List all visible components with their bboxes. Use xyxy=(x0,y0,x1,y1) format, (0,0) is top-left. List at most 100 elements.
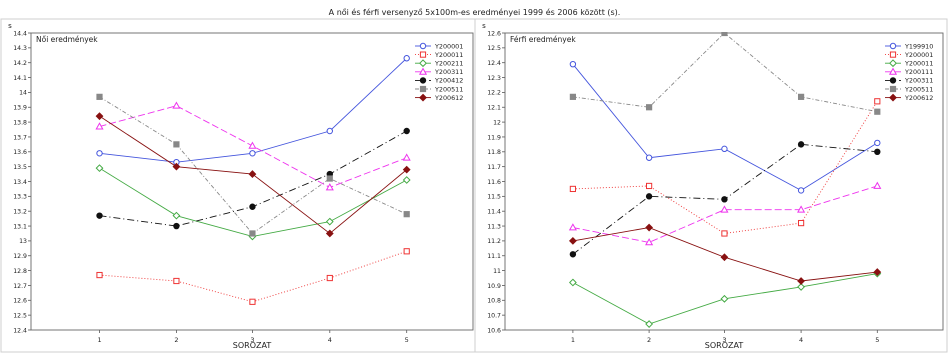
legend-marker xyxy=(889,93,897,102)
data-point xyxy=(402,165,411,174)
legend-label: Y200111 xyxy=(904,68,933,76)
legend-label: Y200011 xyxy=(904,60,933,68)
y-tick-label: 13.4 xyxy=(13,179,27,186)
y-tick-label: 12.5 xyxy=(487,45,501,52)
y-tick-label: 12.2 xyxy=(487,90,501,97)
y-tick-label: 12.3 xyxy=(487,75,501,82)
data-point xyxy=(249,230,256,237)
data-point xyxy=(173,277,180,285)
data-point xyxy=(721,32,728,37)
series-Y200011 xyxy=(568,269,882,328)
y-tick-label: 12.7 xyxy=(13,283,27,290)
y-axis-label: s xyxy=(482,22,486,30)
series-Y200111 xyxy=(568,181,882,246)
series-Y200001 xyxy=(569,98,881,237)
y-tick-label: 13.3 xyxy=(13,194,27,201)
y-tick-label: 10.8 xyxy=(487,298,501,305)
x-tick-label: 4 xyxy=(328,336,332,344)
panel-frame xyxy=(474,18,948,353)
y-axis-label: s xyxy=(8,22,12,30)
legend-marker xyxy=(418,67,428,75)
series-line-Y200111 xyxy=(572,185,878,243)
legend-label: Y200001 xyxy=(904,51,933,59)
data-point xyxy=(568,236,577,245)
data-point xyxy=(874,98,881,105)
data-point xyxy=(326,175,333,182)
data-point xyxy=(249,150,256,157)
y-tick-label: 11.2 xyxy=(487,238,501,245)
y-tick-label: 13.2 xyxy=(13,209,27,216)
legend-label: Y200612 xyxy=(434,94,463,102)
x-tick-label: 4 xyxy=(799,336,803,344)
data-point xyxy=(172,162,181,171)
legend-marker xyxy=(889,42,897,50)
data-point xyxy=(568,223,577,231)
data-point xyxy=(645,238,654,246)
data-point xyxy=(96,212,103,219)
y-tick-label: 12.6 xyxy=(487,30,501,37)
series-line-Y200011 xyxy=(99,250,407,303)
y-tick-label: 14.4 xyxy=(13,30,27,37)
legend: Y200001Y200011Y200211Y200311Y200412Y2005… xyxy=(415,42,463,102)
legend-label: Y200311 xyxy=(434,68,463,76)
data-point xyxy=(645,193,653,200)
y-tick-label: 13.5 xyxy=(13,164,27,171)
data-point xyxy=(720,294,729,303)
chart-panel-2: 10.610.710.810.91111.111.211.311.411.511… xyxy=(474,18,948,353)
series-Y200511 xyxy=(96,93,410,237)
x-tick-label: 1 xyxy=(571,336,575,344)
data-point xyxy=(874,108,881,115)
data-point xyxy=(402,176,411,184)
y-tick-label: 12.5 xyxy=(13,312,27,319)
data-point xyxy=(325,229,334,238)
y-tick-label: 14.2 xyxy=(13,60,27,67)
data-point xyxy=(326,274,333,282)
data-point xyxy=(646,182,653,190)
data-point xyxy=(646,104,653,111)
data-point xyxy=(325,183,334,191)
y-tick-label: 12.1 xyxy=(487,105,501,112)
y-tick-label: 11 xyxy=(493,268,501,275)
legend-marker xyxy=(888,67,898,75)
data-point xyxy=(403,248,410,255)
y-tick-label: 10.7 xyxy=(487,312,501,319)
data-point xyxy=(326,127,333,135)
figure-title: A női és férfi versenyző 5x100m-es eredm… xyxy=(328,8,621,17)
data-point xyxy=(797,205,806,213)
panel-title: Férfi eredmények xyxy=(510,35,576,44)
panel-frame xyxy=(0,18,476,353)
legend: Y199910Y200001Y200011Y200111Y200311Y2005… xyxy=(885,42,933,102)
data-point xyxy=(403,127,410,135)
y-tick-label: 11.6 xyxy=(487,179,501,186)
data-point xyxy=(569,185,576,193)
data-point xyxy=(249,298,256,305)
data-point xyxy=(95,122,104,130)
y-tick-label: 13.8 xyxy=(13,119,27,126)
y-tick-label: 10.6 xyxy=(487,327,501,334)
series-line-Y200001 xyxy=(572,101,878,234)
x-tick-label: 3 xyxy=(250,336,254,344)
series-Y200311 xyxy=(569,141,881,258)
y-tick-label: 14 xyxy=(19,90,27,97)
data-point xyxy=(569,60,577,68)
data-point xyxy=(569,93,576,100)
y-tick-label: 13.6 xyxy=(13,149,27,156)
series-line-Y200211 xyxy=(99,167,407,237)
series-Y200011 xyxy=(96,248,410,305)
x-tick-label: 5 xyxy=(405,336,409,344)
y-tick-label: 12.9 xyxy=(13,253,27,260)
data-point xyxy=(325,217,334,226)
data-point xyxy=(645,154,653,161)
data-point xyxy=(172,101,181,109)
data-point xyxy=(797,141,805,148)
data-point xyxy=(645,223,654,232)
legend-marker xyxy=(889,59,897,68)
legend-label: Y200412 xyxy=(434,77,463,85)
data-point xyxy=(568,278,577,287)
legend-label: Y200001 xyxy=(434,42,463,50)
data-point xyxy=(95,164,104,173)
legend-label: Y199910 xyxy=(904,42,933,50)
series-Y200612 xyxy=(568,223,882,285)
x-tick-label: 2 xyxy=(647,336,651,344)
data-point xyxy=(95,112,104,121)
